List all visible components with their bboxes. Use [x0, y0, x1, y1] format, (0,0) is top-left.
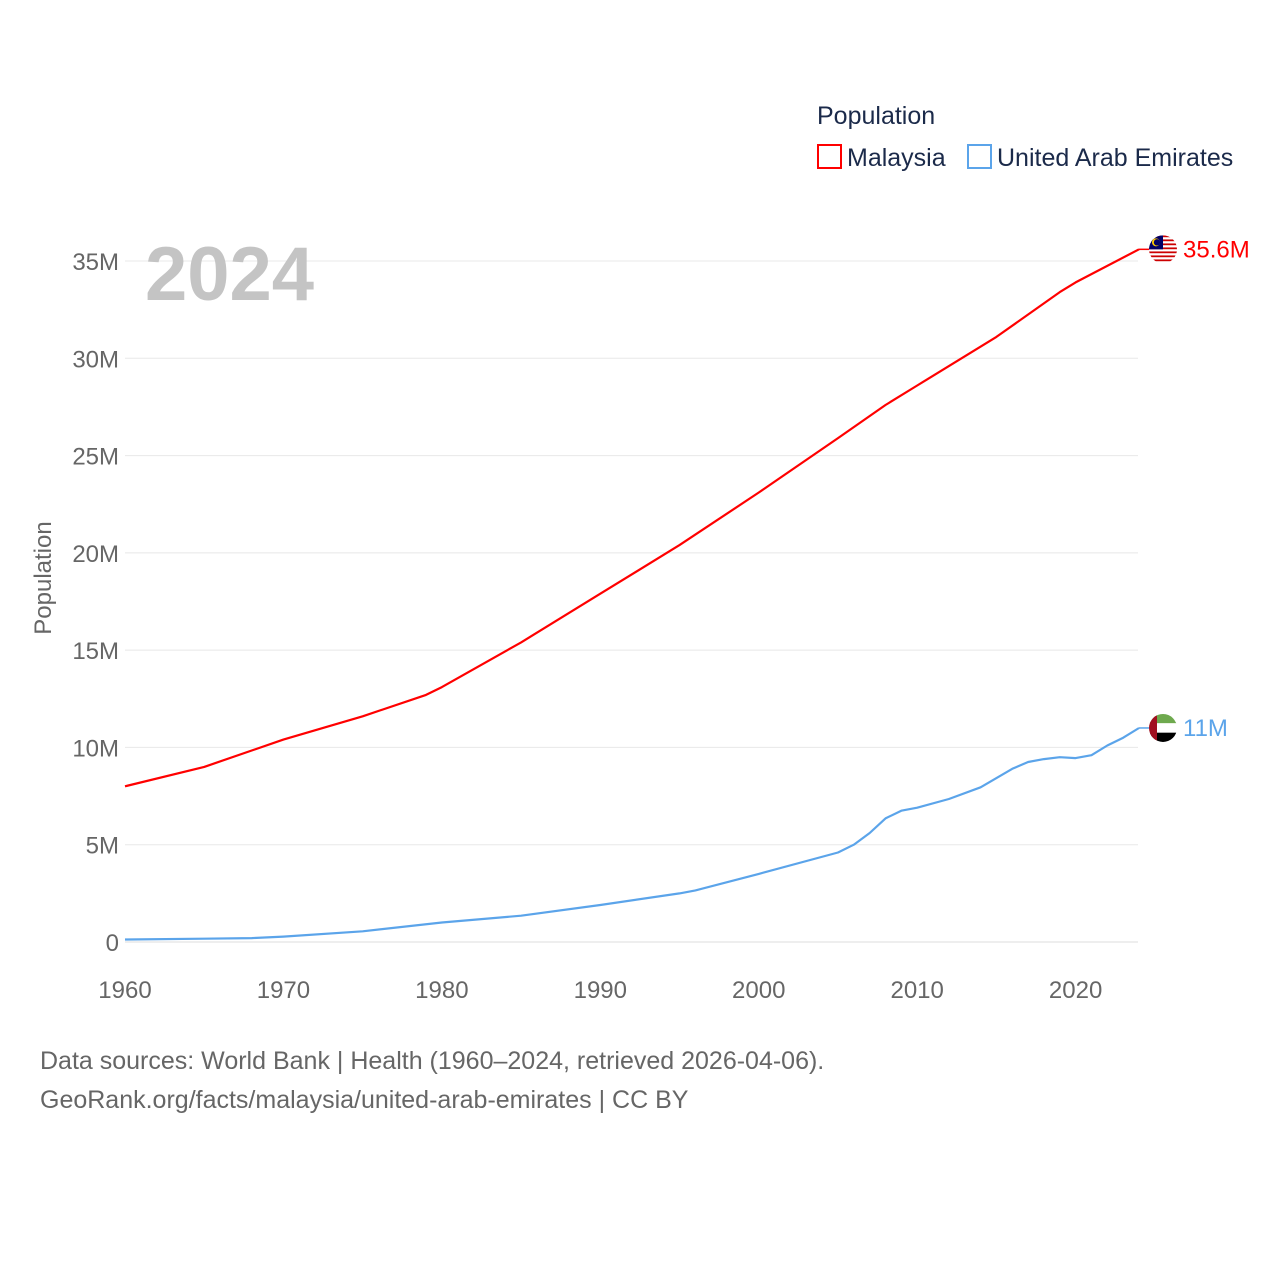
legend-item-uae[interactable]: United Arab Emirates [967, 144, 1233, 172]
legend-swatch [817, 144, 842, 169]
y-tick-label: 30M [72, 346, 119, 373]
y-tick-label: 5M [86, 833, 119, 860]
legend-item-malaysia[interactable]: Malaysia [817, 144, 946, 172]
end-value-label: 35.6M [1183, 236, 1250, 263]
footer: Data sources: World Bank | Health (1960–… [40, 1042, 824, 1120]
y-tick-label: 10M [72, 735, 119, 762]
malaysia-flag-icon [1149, 235, 1177, 264]
x-tick-label: 1970 [257, 977, 310, 1004]
x-tick-label: 1960 [98, 977, 151, 1004]
y-tick-label: 25M [72, 444, 119, 471]
y-tick-label: 0 [106, 930, 119, 957]
end-value-label: 11M [1183, 715, 1228, 742]
year-watermark: 2024 [145, 232, 314, 317]
y-tick-label: 20M [72, 541, 119, 568]
source-link[interactable]: GeoRank.org/facts/malaysia/united-arab-e… [40, 1086, 689, 1114]
legend-swatch [967, 144, 992, 169]
x-tick-label: 2020 [1049, 977, 1102, 1004]
x-tick-label: 1990 [574, 977, 627, 1004]
legend-label: United Arab Emirates [997, 144, 1233, 172]
y-tick-label: 15M [72, 638, 119, 665]
series-line-uae [124, 727, 1140, 941]
x-tick-label: 1980 [415, 977, 468, 1004]
y-tick-label: 35M [72, 249, 119, 276]
series-line-malaysia [124, 248, 1140, 788]
legend-title: Population [817, 102, 935, 130]
data-sources: Data sources: World Bank | Health (1960–… [40, 1047, 825, 1075]
x-tick-label: 2010 [890, 977, 943, 1004]
x-tick-label: 2000 [732, 977, 785, 1004]
uae-flag-icon [1149, 713, 1177, 742]
y-axis-label: Population [30, 521, 57, 634]
legend-label: Malaysia [847, 144, 946, 172]
